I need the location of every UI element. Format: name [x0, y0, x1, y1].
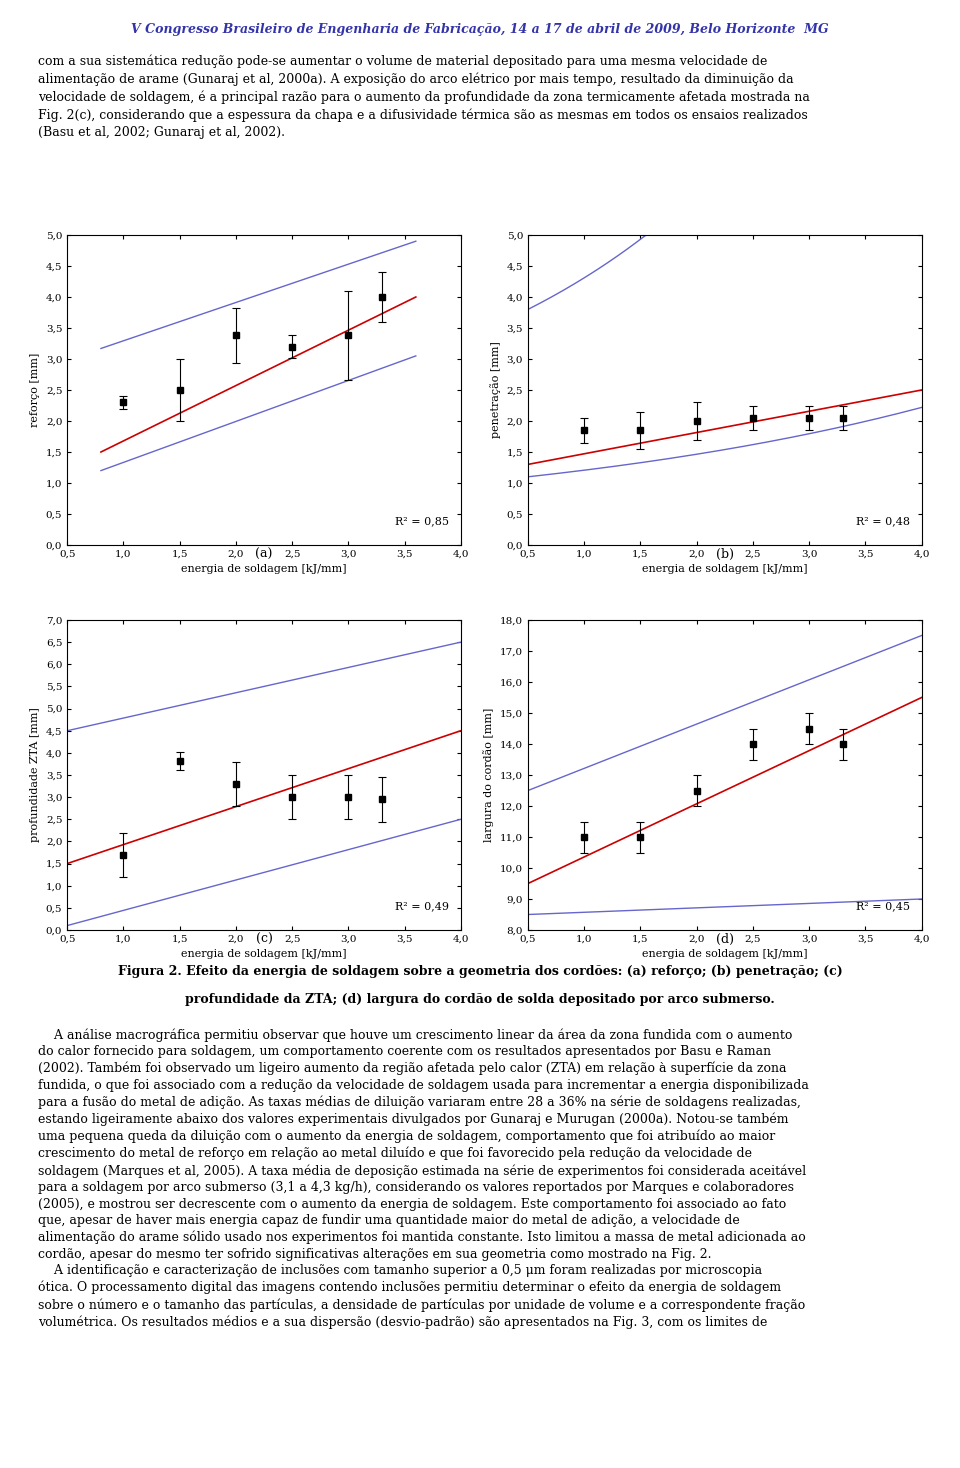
Y-axis label: largura do cordão [mm]: largura do cordão [mm] [484, 708, 494, 843]
Text: profundidade da ZTA; (d) largura do cordão de solda depositado por arco submerso: profundidade da ZTA; (d) largura do cord… [185, 992, 775, 1006]
Text: (d): (d) [716, 934, 733, 945]
Text: R² = 0,49: R² = 0,49 [395, 901, 449, 912]
Text: A análise macrográfica permitiu observar que houve um crescimento linear da área: A análise macrográfica permitiu observar… [38, 1028, 809, 1329]
Text: (a): (a) [255, 548, 273, 561]
Text: V Congresso Brasileiro de Engenharia de Fabricação, 14 a 17 de abril de 2009, Be: V Congresso Brasileiro de Engenharia de … [132, 22, 828, 35]
Y-axis label: penetração [mm]: penetração [mm] [491, 342, 501, 439]
Text: R² = 0,45: R² = 0,45 [855, 901, 910, 912]
Y-axis label: profundidade ZTA [mm]: profundidade ZTA [mm] [31, 708, 40, 843]
X-axis label: energia de soldagem [kJ/mm]: energia de soldagem [kJ/mm] [181, 564, 347, 574]
X-axis label: energia de soldagem [kJ/mm]: energia de soldagem [kJ/mm] [181, 950, 347, 960]
Y-axis label: reforço [mm]: reforço [mm] [31, 352, 40, 427]
Text: R² = 0,85: R² = 0,85 [395, 517, 449, 527]
Text: (c): (c) [255, 934, 273, 945]
Text: (b): (b) [716, 548, 733, 561]
Text: R² = 0,48: R² = 0,48 [855, 517, 910, 527]
Text: com a sua sistemática redução pode-se aumentar o volume de material depositado p: com a sua sistemática redução pode-se au… [38, 54, 810, 138]
X-axis label: energia de soldagem [kJ/mm]: energia de soldagem [kJ/mm] [642, 564, 807, 574]
Text: Figura 2. Efeito da energia de soldagem sobre a geometria dos cordões: (a) refor: Figura 2. Efeito da energia de soldagem … [118, 964, 842, 978]
X-axis label: energia de soldagem [kJ/mm]: energia de soldagem [kJ/mm] [642, 950, 807, 960]
